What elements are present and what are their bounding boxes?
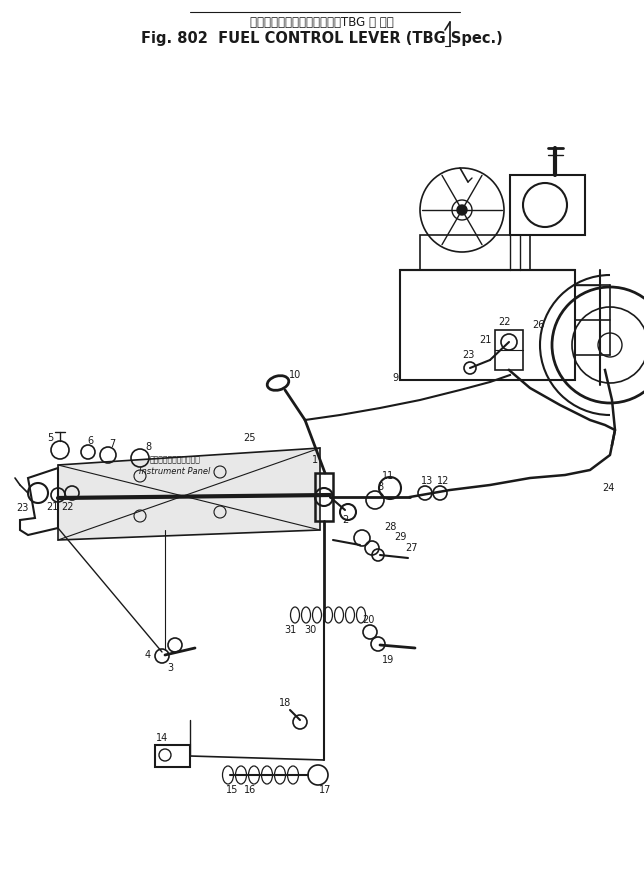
Polygon shape	[58, 448, 320, 540]
Bar	[315, 473, 333, 521]
Text: 8: 8	[377, 482, 383, 492]
Text: 5: 5	[47, 433, 53, 443]
Text: 28: 28	[384, 522, 396, 532]
Text: 11: 11	[382, 471, 394, 481]
Text: フェルコントロールレバー（TBG 仕 機）: フェルコントロールレバー（TBG 仕 機）	[250, 16, 394, 28]
Circle shape	[457, 205, 467, 215]
Text: Instrument Panel: Instrument Panel	[139, 468, 211, 477]
Bar	[495, 330, 523, 370]
Text: 22: 22	[498, 317, 511, 327]
Text: 14: 14	[156, 733, 168, 743]
Text: 20: 20	[362, 615, 374, 625]
Text: 22: 22	[62, 502, 74, 512]
Bar	[510, 175, 585, 235]
Text: 2: 2	[342, 515, 348, 525]
Text: 13: 13	[421, 476, 433, 486]
Text: 29: 29	[394, 532, 406, 542]
Bar	[155, 745, 190, 767]
Text: 23: 23	[16, 503, 28, 513]
Text: 1: 1	[312, 455, 318, 465]
Text: 31: 31	[284, 625, 296, 635]
Bar	[400, 270, 575, 380]
Text: 30: 30	[304, 625, 316, 635]
Text: 7: 7	[109, 439, 115, 449]
Text: 4: 4	[145, 650, 151, 660]
Text: 17: 17	[319, 785, 331, 795]
Text: 25: 25	[243, 433, 256, 443]
Text: 6: 6	[87, 436, 93, 446]
Text: 12: 12	[437, 476, 449, 486]
Text: 10: 10	[289, 370, 301, 380]
Text: 27: 27	[406, 543, 418, 553]
Text: 26: 26	[532, 320, 544, 330]
Text: Fig. 802  FUEL CONTROL LEVER (TBG Spec.): Fig. 802 FUEL CONTROL LEVER (TBG Spec.)	[141, 31, 503, 46]
Text: インストルメントパネル: インストルメントパネル	[149, 455, 200, 464]
Text: 23: 23	[462, 350, 474, 360]
Text: 16: 16	[244, 785, 256, 795]
Text: 18: 18	[279, 698, 291, 708]
Text: 3: 3	[167, 663, 173, 673]
Bar	[420, 235, 530, 270]
Text: 15: 15	[226, 785, 238, 795]
Text: 21: 21	[46, 502, 58, 512]
Text: 21: 21	[478, 335, 491, 345]
Text: 24: 24	[601, 483, 614, 493]
Text: 8: 8	[145, 442, 151, 452]
Text: 9: 9	[392, 373, 398, 383]
Text: 19: 19	[382, 655, 394, 665]
